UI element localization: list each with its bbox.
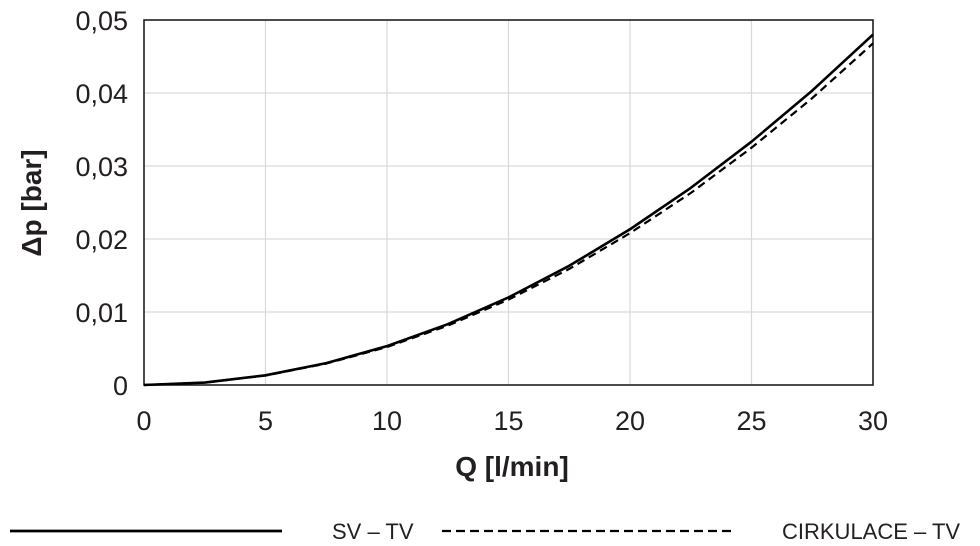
y-tick-label: 0,04	[75, 79, 128, 109]
x-axis-label: Q [l/min]	[455, 451, 569, 482]
x-tick-label: 5	[258, 406, 273, 436]
tick-labels: 0 5 10 15 20 25 30 0 0,01 0,02 0,03 0,04 0,05	[75, 6, 888, 436]
y-tick-label: 0,03	[75, 152, 128, 182]
x-tick-label: 20	[615, 406, 645, 436]
grid-lines	[144, 19, 874, 385]
x-tick-label: 10	[372, 406, 402, 436]
series-lines	[143, 33, 874, 387]
y-tick-label: 0,02	[75, 225, 128, 255]
series-line-cirkulace-tv	[143, 42, 874, 387]
legend-entry-label: SV – TV	[332, 519, 414, 544]
y-tick-label: 0,05	[75, 6, 128, 36]
x-tick-label: 0	[136, 406, 151, 436]
y-tick-label: 0,01	[75, 298, 128, 328]
legend: SV – TV CIRKULACE – TV	[10, 519, 960, 544]
x-tick-label: 25	[736, 406, 766, 436]
x-tick-label: 15	[493, 406, 523, 436]
legend-entry-label: CIRKULACE – TV	[782, 519, 960, 544]
x-tick-label: 30	[858, 406, 888, 436]
plot-area-border	[143, 19, 874, 386]
y-tick-label: 0	[113, 371, 128, 401]
axes	[143, 19, 874, 386]
y-axis-label: Δp [bar]	[16, 149, 47, 256]
